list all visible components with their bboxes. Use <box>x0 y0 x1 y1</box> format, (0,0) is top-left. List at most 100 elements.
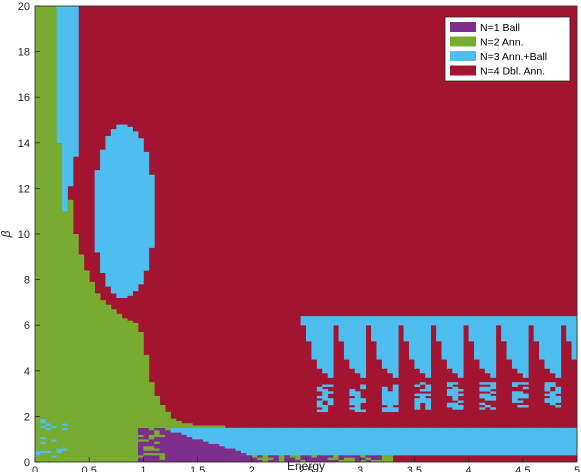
heatmap-cell-n3 <box>457 427 464 456</box>
heatmap-cell-n3 <box>51 439 58 442</box>
heatmap-cell-n3 <box>544 427 551 456</box>
y-tick-label: 12 <box>18 183 30 195</box>
heatmap-cell-n1 <box>316 455 323 463</box>
heatmap-cell-n2 <box>40 439 47 442</box>
heatmap-cell-n3 <box>62 423 68 426</box>
heatmap-cell-n3 <box>72 6 79 157</box>
heatmap-cell-n2 <box>327 457 334 460</box>
heatmap-cell-n1 <box>257 455 264 458</box>
heatmap-cell-n1 <box>148 450 155 454</box>
heatmap-cell-n1 <box>159 436 166 454</box>
heatmap-cell-n3 <box>408 427 415 456</box>
heatmap-cell-n3 <box>549 316 556 374</box>
heatmap-cell-n3 <box>419 389 426 392</box>
heatmap-cell-n2 <box>360 459 367 463</box>
heatmap-cell-n2 <box>35 455 41 463</box>
heatmap-cell-n3 <box>484 427 491 456</box>
heatmap-cell-n3 <box>327 398 334 406</box>
heatmap-cell-n3 <box>192 427 198 440</box>
heatmap-cell-n3 <box>392 427 399 456</box>
legend-swatch-n2 <box>450 36 476 47</box>
heatmap-cell-n3 <box>479 386 486 392</box>
heatmap-cell-n3 <box>555 395 562 403</box>
heatmap-cell-n2 <box>62 211 68 424</box>
heatmap-cell-n3 <box>387 427 394 456</box>
heatmap-cell-n3 <box>338 316 345 342</box>
heatmap-cell-n3 <box>446 402 453 408</box>
heatmap-cell-n2 <box>154 395 161 428</box>
x-tick-label: 4 <box>466 465 472 472</box>
heatmap-cell-n3 <box>539 316 545 360</box>
heatmap-cell-n3 <box>284 427 291 456</box>
heatmap-cell-n1 <box>365 459 372 463</box>
heatmap-cell-n3 <box>62 448 68 451</box>
heatmap-cell-n1 <box>349 455 356 458</box>
heatmap-cell-n3 <box>528 316 535 326</box>
heatmap-cell-n3 <box>381 407 388 413</box>
heatmap-cell-n3 <box>425 384 432 392</box>
heatmap-cell-n2 <box>387 455 394 463</box>
heatmap-cell-n3 <box>544 316 551 369</box>
heatmap-cell-n2 <box>148 382 155 431</box>
heatmap-cell-n3 <box>501 427 507 456</box>
heatmap-cell-n3 <box>387 391 394 413</box>
heatmap-cell-n3 <box>251 427 258 456</box>
heatmap-cell-n3 <box>436 316 442 342</box>
heatmap-cell-n2 <box>40 423 47 426</box>
x-tick-label: 1 <box>140 465 146 472</box>
heatmap-cell-n3 <box>349 407 356 410</box>
heatmap-cell-n3 <box>430 427 437 456</box>
heatmap-cell-n3 <box>322 405 329 413</box>
heatmap-cell-n3 <box>316 316 323 369</box>
heatmap-cell-n3 <box>327 391 334 394</box>
heatmap-cell-n3 <box>419 316 426 374</box>
heatmap-cell-n3 <box>316 386 323 392</box>
heatmap-cell-n3 <box>181 427 188 435</box>
x-axis: 0 0.5 1 1.5 2 2.5 3 3.5 4 4.5 5 <box>32 457 580 472</box>
heatmap-cell-n2 <box>295 455 301 460</box>
heatmap-cell-n2 <box>51 6 58 426</box>
heatmap-cell-n2 <box>148 452 155 456</box>
heatmap-cell-n3 <box>203 427 209 442</box>
heatmap-cell-n3 <box>127 126 133 296</box>
heatmap-cell-n3 <box>474 427 480 456</box>
heatmap-cell-n2 <box>192 425 198 428</box>
heatmap-cell-n1 <box>354 455 361 463</box>
heatmap-cell-n3 <box>392 384 399 406</box>
heatmap-cell-n1 <box>273 455 280 463</box>
heatmap-cell-n2 <box>349 457 356 463</box>
heatmap-cell-n1 <box>219 446 226 463</box>
heatmap-cell-n2 <box>154 441 161 444</box>
heatmap-cell-n2 <box>62 430 68 449</box>
heatmap-cell-n1 <box>213 443 220 463</box>
heatmap-cell-n3 <box>381 386 388 406</box>
heatmap-cell-n2 <box>89 281 96 463</box>
heatmap-cell-n3 <box>457 316 464 378</box>
heatmap-cell-n1 <box>137 457 144 463</box>
heatmap-cell-n2 <box>137 455 144 458</box>
y-tick-label: 10 <box>18 229 30 241</box>
legend-label-n3: N=3 Ann.+Ball <box>480 51 547 63</box>
heatmap-cell-n2 <box>181 423 188 428</box>
heatmap-cell-n3 <box>121 124 128 299</box>
heatmap-cell-n3 <box>51 455 58 458</box>
heatmap-cell-n3 <box>549 427 556 456</box>
heatmap-cell-n3 <box>468 316 475 342</box>
heatmap-cell-n3 <box>311 316 318 360</box>
heatmap-cell-n3 <box>555 405 562 408</box>
heatmap-cell-n3 <box>306 316 312 342</box>
heatmap-cell-n3 <box>452 382 459 385</box>
heatmap-cell-n3 <box>566 427 572 456</box>
heatmap-cell-n3 <box>571 316 578 360</box>
heatmap-cell-n3 <box>490 391 497 394</box>
heatmap-cell-n2 <box>219 425 226 428</box>
heatmap-cell-n3 <box>517 391 524 399</box>
heatmap-cell-n2 <box>278 455 285 463</box>
heatmap-cell-n3 <box>425 393 432 397</box>
heatmap-cell-n3 <box>45 423 52 426</box>
heatmap-cell-n3 <box>533 427 540 456</box>
heatmap-cell-n2 <box>311 455 318 458</box>
heatmap-cell-n3 <box>506 427 513 456</box>
legend-label-n1: N=1 Ball <box>480 22 520 34</box>
heatmap-cell-n3 <box>533 316 540 342</box>
